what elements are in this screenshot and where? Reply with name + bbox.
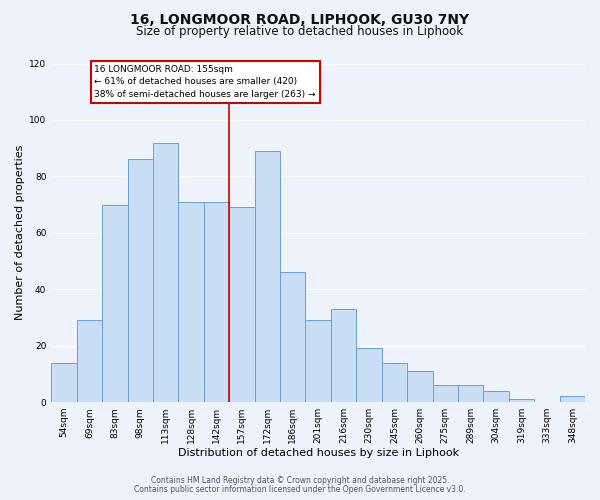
- Bar: [229, 208, 254, 402]
- Bar: [458, 385, 484, 402]
- Bar: [509, 400, 534, 402]
- Bar: [407, 371, 433, 402]
- Bar: [382, 362, 407, 402]
- Y-axis label: Number of detached properties: Number of detached properties: [15, 145, 25, 320]
- Bar: [305, 320, 331, 402]
- Bar: [331, 309, 356, 402]
- Text: 16, LONGMOOR ROAD, LIPHOOK, GU30 7NY: 16, LONGMOOR ROAD, LIPHOOK, GU30 7NY: [130, 12, 470, 26]
- Bar: [280, 272, 305, 402]
- Bar: [254, 151, 280, 402]
- Text: Contains public sector information licensed under the Open Government Licence v3: Contains public sector information licen…: [134, 485, 466, 494]
- Bar: [51, 362, 77, 402]
- Bar: [204, 202, 229, 402]
- Bar: [484, 391, 509, 402]
- Bar: [433, 385, 458, 402]
- Bar: [178, 202, 204, 402]
- Text: Size of property relative to detached houses in Liphook: Size of property relative to detached ho…: [136, 25, 464, 38]
- Bar: [77, 320, 102, 402]
- Bar: [153, 142, 178, 402]
- Text: Contains HM Land Registry data © Crown copyright and database right 2025.: Contains HM Land Registry data © Crown c…: [151, 476, 449, 485]
- Bar: [128, 160, 153, 402]
- Bar: [356, 348, 382, 402]
- X-axis label: Distribution of detached houses by size in Liphook: Distribution of detached houses by size …: [178, 448, 459, 458]
- Bar: [560, 396, 585, 402]
- Text: 16 LONGMOOR ROAD: 155sqm
← 61% of detached houses are smaller (420)
38% of semi-: 16 LONGMOOR ROAD: 155sqm ← 61% of detach…: [94, 65, 316, 99]
- Bar: [102, 204, 128, 402]
